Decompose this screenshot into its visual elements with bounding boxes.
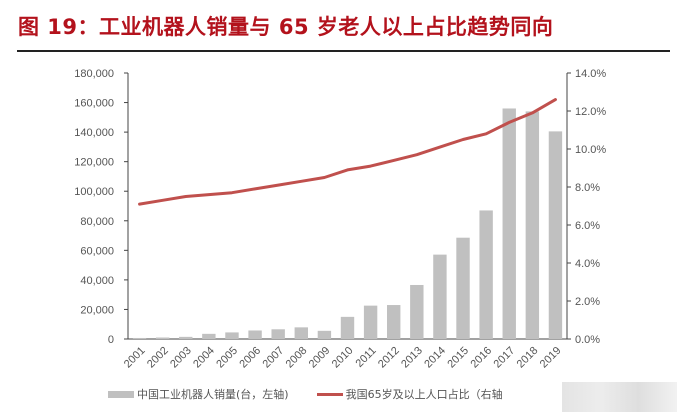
left-tick-label: 60,000 xyxy=(80,245,114,257)
x-tick-label: 2013 xyxy=(399,345,425,371)
left-tick-label: 40,000 xyxy=(80,275,114,287)
right-tick-label: 6.0% xyxy=(575,220,600,232)
x-tick-label: 2019 xyxy=(538,345,564,371)
line-series-65plus-share xyxy=(138,98,557,206)
x-tick-label: 2011 xyxy=(354,345,379,370)
x-tick-label: 2008 xyxy=(284,345,310,371)
x-tick-label: 2003 xyxy=(168,345,194,371)
x-tick-label: 2010 xyxy=(330,345,356,371)
bar-2018 xyxy=(525,111,540,339)
x-tick-label: 2004 xyxy=(191,345,217,371)
blurred-watermark xyxy=(562,382,677,412)
figure-title: 图 19：工业机器人销量与 65 岁老人以上占比趋势同向 xyxy=(18,15,554,39)
bar-2003 xyxy=(179,336,193,339)
bar-2006 xyxy=(248,330,262,339)
x-tick-label: 2001 xyxy=(122,345,148,371)
x-tick-label: 2005 xyxy=(214,345,240,371)
bar-2008 xyxy=(294,327,308,339)
left-tick-label: 100,000 xyxy=(74,186,114,198)
bar-2010 xyxy=(340,316,355,339)
left-tick-label: 140,000 xyxy=(74,127,114,139)
bar-2019 xyxy=(548,131,563,339)
bar-2004 xyxy=(202,333,216,339)
x-tick-label: 2018 xyxy=(515,345,541,371)
bar-2007 xyxy=(271,329,285,339)
right-tick-label: 14.0% xyxy=(575,68,606,80)
left-tick-label: 80,000 xyxy=(80,216,114,228)
bar-2011 xyxy=(363,305,378,339)
bar-2016 xyxy=(479,210,493,339)
x-tick-label: 2002 xyxy=(145,345,171,371)
right-tick-label: 2.0% xyxy=(575,296,600,308)
right-tick-label: 0.0% xyxy=(575,334,600,346)
x-tick-label: 2006 xyxy=(237,345,263,371)
legend-line-swatch xyxy=(316,392,343,396)
right-tick-label: 12.0% xyxy=(575,106,606,118)
x-tick-label: 2015 xyxy=(445,345,471,371)
right-tick-label: 10.0% xyxy=(575,144,606,156)
x-tick-label: 2007 xyxy=(261,345,287,371)
bar-2001 xyxy=(132,337,147,339)
bar-2014 xyxy=(433,254,447,339)
legend-bar-swatch xyxy=(108,390,134,398)
x-tick-label: 2017 xyxy=(492,345,518,371)
left-tick-label: 0 xyxy=(108,334,114,346)
right-tick-label: 8.0% xyxy=(575,182,600,194)
bar-2015 xyxy=(456,237,470,339)
bar-2012 xyxy=(387,305,401,339)
bar-2005 xyxy=(225,332,239,339)
legend: 中国工业机器人销量(台，左轴) 我国65岁及以上人口占比（右轴 xyxy=(108,386,503,402)
bar-2009 xyxy=(317,330,332,339)
x-tick-label: 2009 xyxy=(307,345,333,371)
bar-2013 xyxy=(410,284,424,339)
left-tick-label: 180,000 xyxy=(74,68,114,80)
left-tick-label: 160,000 xyxy=(74,98,114,110)
left-tick-label: 120,000 xyxy=(74,157,114,169)
bar-2017 xyxy=(502,108,516,339)
bar-2002 xyxy=(155,337,170,339)
x-tick-label: 2016 xyxy=(468,345,494,371)
x-tick-label: 2012 xyxy=(376,345,402,371)
title-divider xyxy=(17,50,670,52)
legend-bar-label: 中国工业机器人销量(台，左轴) xyxy=(137,388,289,401)
x-tick-label: 2014 xyxy=(422,345,448,371)
right-tick-label: 4.0% xyxy=(575,258,600,270)
left-tick-label: 20,000 xyxy=(80,304,114,316)
legend-line-label: 我国65岁及以上人口占比（右轴 xyxy=(345,388,503,401)
